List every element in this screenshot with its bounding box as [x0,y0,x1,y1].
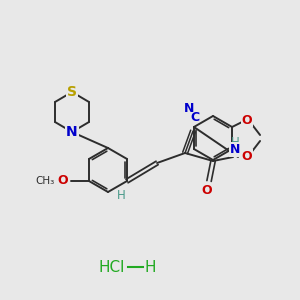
Text: N: N [230,143,240,156]
Text: O: O [242,149,252,163]
Text: H: H [117,189,125,202]
Text: N: N [184,102,194,115]
Text: CH₃: CH₃ [36,176,55,186]
Text: C: C [190,111,200,124]
Text: O: O [202,184,212,196]
Text: O: O [242,113,252,127]
Text: S: S [67,85,77,99]
Text: H: H [144,260,156,274]
Text: HCl: HCl [99,260,125,274]
Text: O: O [57,175,68,188]
Text: H: H [231,136,239,149]
Text: N: N [66,125,78,139]
